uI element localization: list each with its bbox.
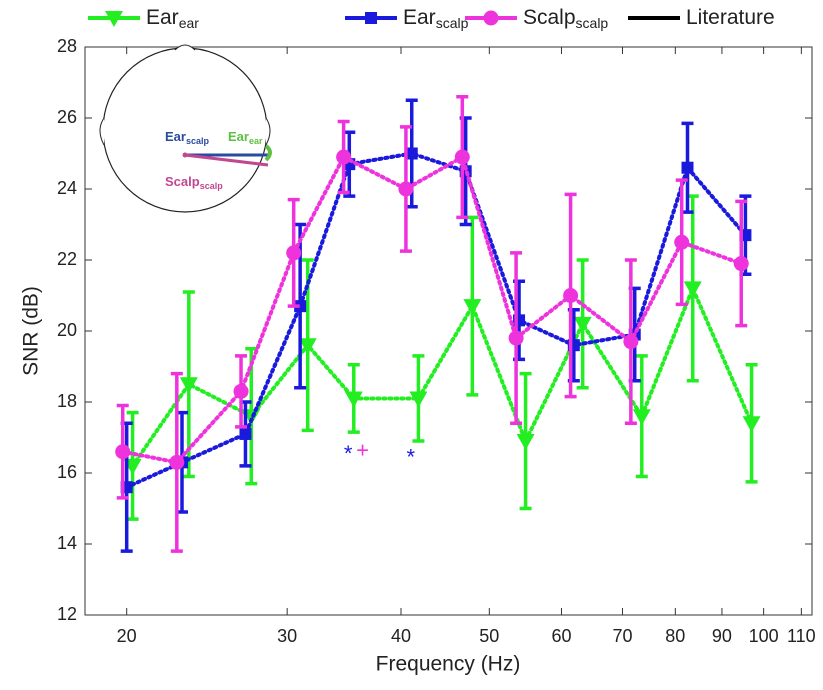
y-tick-label: 12	[57, 604, 77, 624]
marker	[683, 281, 702, 298]
y-tick-label: 20	[57, 320, 77, 340]
ear-ear-line	[264, 144, 272, 162]
marker	[398, 181, 414, 197]
x-axis-label: Frequency (Hz)	[376, 653, 521, 676]
x-tick-label: 70	[612, 626, 632, 646]
marker	[674, 234, 690, 250]
legend-name: Literature	[686, 6, 775, 29]
x-tick-label: 110	[787, 626, 816, 646]
marker	[563, 288, 579, 303]
legend-name: Ear	[146, 6, 179, 29]
marker	[365, 12, 377, 24]
marker	[409, 391, 428, 408]
marker	[733, 256, 749, 272]
legend-name: Ear	[403, 6, 436, 29]
marker	[105, 11, 123, 27]
marker	[336, 149, 352, 165]
ear-left	[99, 117, 105, 146]
marker	[508, 330, 524, 346]
series-line	[124, 151, 748, 490]
legend-name: Scalp	[523, 6, 576, 29]
marker	[115, 444, 131, 460]
inset-label: Scalpscalp	[165, 174, 223, 191]
inset-label-text: Scalp	[165, 174, 200, 189]
marker	[463, 299, 482, 316]
marker	[681, 161, 694, 174]
y-axis-label: SNR (dB)	[20, 286, 43, 376]
inset-label-text: Ear	[228, 129, 249, 144]
legend-subscript: scalp	[576, 15, 609, 31]
legend-label: Scalpscalp	[523, 6, 608, 31]
marker	[179, 377, 198, 394]
annotation: *	[407, 445, 416, 470]
marker	[286, 245, 302, 261]
x-tick-label: 90	[712, 626, 732, 646]
y-tick-label: 16	[57, 462, 77, 482]
marker	[623, 334, 639, 350]
legend-label: Earscalp	[403, 6, 469, 31]
x-tick-label: 80	[665, 626, 685, 646]
y-tick-label: 22	[57, 249, 77, 269]
marker	[742, 416, 761, 433]
marker	[632, 409, 651, 426]
legend-subscript: ear	[179, 15, 200, 31]
y-tick-label: 26	[57, 107, 77, 127]
legend-label: Earear	[146, 6, 199, 31]
legend-label: Literature	[686, 6, 775, 29]
legend-subscript: scalp	[436, 15, 469, 31]
marker	[573, 316, 592, 333]
x-tick-label: 100	[749, 626, 779, 646]
series-line	[120, 154, 744, 465]
annotation: +	[356, 438, 369, 463]
inset-label-subscript: scalp	[186, 136, 210, 146]
x-tick-label: 40	[391, 626, 411, 646]
scalp-scalp-line	[184, 153, 269, 167]
inset-label-text: Ear	[165, 129, 186, 144]
x-tick-label: 50	[479, 626, 499, 646]
series	[115, 94, 749, 553]
marker	[483, 10, 499, 26]
inset-label: Earear	[228, 129, 263, 146]
x-tick-label: 30	[277, 626, 297, 646]
ear-right	[265, 117, 271, 146]
annotation: *	[344, 441, 353, 466]
x-tick-label: 20	[117, 626, 137, 646]
marker	[344, 391, 363, 408]
marker	[294, 300, 307, 313]
marker	[298, 338, 317, 355]
marker	[233, 383, 249, 399]
inset-label: Earscalp	[165, 129, 209, 146]
x-tick-label: 60	[551, 626, 571, 646]
y-tick-label: 14	[57, 533, 77, 553]
inset-label-subscript: ear	[249, 136, 263, 146]
y-tick-label: 18	[57, 391, 77, 411]
y-tick-label: 28	[57, 36, 77, 56]
marker	[239, 427, 252, 440]
electrode	[182, 152, 188, 158]
marker	[516, 434, 535, 451]
nose	[174, 44, 196, 51]
y-tick-label: 24	[57, 178, 77, 198]
marker	[454, 149, 470, 165]
inset-label-subscript: scalp	[200, 181, 224, 191]
marker	[169, 454, 185, 470]
inset-head	[99, 44, 272, 213]
marker	[405, 147, 418, 160]
